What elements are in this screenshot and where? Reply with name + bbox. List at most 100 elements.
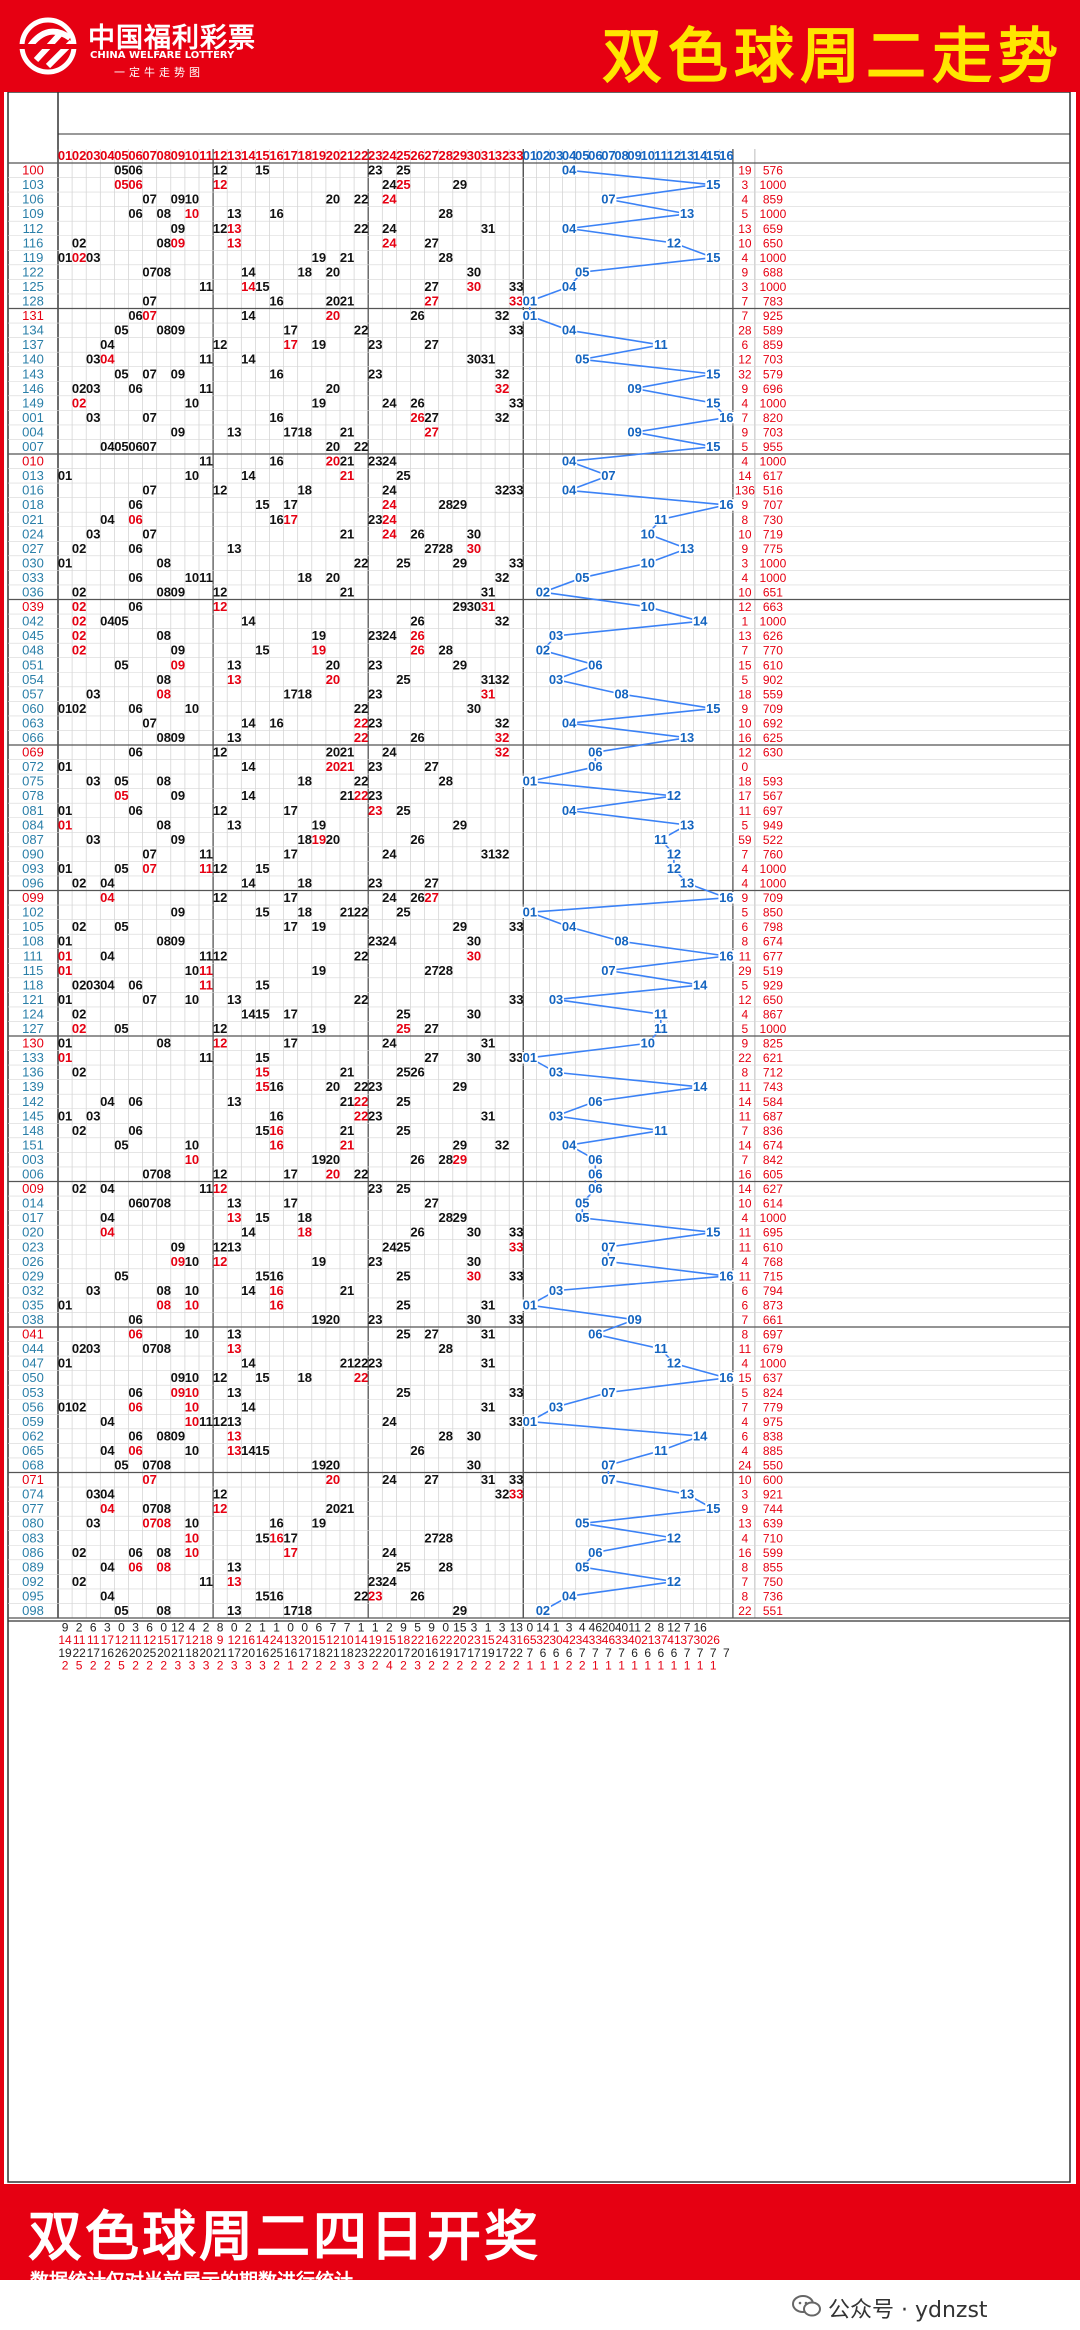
red-ball-number: 06	[128, 1385, 142, 1400]
stat-value-2: 516	[763, 484, 783, 498]
blue-ball-number: 04	[562, 279, 577, 294]
blue-ball-number: 01	[523, 1297, 537, 1312]
stat-value-2: 639	[763, 1517, 783, 1531]
blue-ball-label-bg	[639, 601, 656, 613]
stat-value-2: 630	[763, 746, 783, 760]
red-ball-number: 21	[340, 759, 354, 774]
red-ball-header: 30	[467, 148, 481, 163]
issue-number: 041	[22, 1327, 44, 1342]
blue-ball-label-bg	[587, 1183, 604, 1195]
red-ball-number: 11	[199, 1414, 213, 1429]
red-ball-number: 02	[72, 1065, 86, 1080]
stat-value-2: 730	[763, 513, 783, 527]
red-ball-number: 08	[157, 672, 171, 687]
summary-stat-value: 37	[680, 1633, 694, 1647]
blue-ball-number: 10	[641, 526, 655, 541]
red-ball-number: 01	[58, 1399, 72, 1414]
red-ball-number: 10	[185, 1297, 199, 1312]
red-ball-number: 12	[213, 1414, 227, 1429]
red-ball-number: 05	[114, 366, 128, 381]
stat-value-1: 9	[742, 702, 749, 716]
blue-ball-number: 04	[562, 1588, 577, 1603]
red-ball-number: 07	[142, 366, 156, 381]
blue-ball-number: 05	[575, 1516, 589, 1531]
red-ball-number: 33	[509, 1268, 523, 1283]
stat-value-2: 599	[763, 1546, 783, 1560]
red-ball-number: 08	[157, 1559, 171, 1574]
red-ball-header: 02	[72, 148, 86, 163]
red-ball-number: 32	[495, 308, 509, 323]
blue-ball-label-bg	[521, 906, 538, 919]
red-ball-number: 25	[396, 803, 410, 818]
blue-ball-number: 15	[706, 439, 720, 454]
summary-stat-value: 23	[354, 1646, 368, 1660]
stat-value-2: 768	[763, 1255, 783, 1269]
summary-stat-value: 20	[129, 1646, 143, 1660]
red-ball-number: 15	[255, 279, 269, 294]
red-ball-number: 08	[157, 1516, 171, 1531]
red-ball-number: 13	[227, 817, 241, 832]
blue-ball-number: 11	[654, 512, 668, 527]
red-ball-number: 15	[255, 1065, 269, 1080]
blue-ball-label-bg	[574, 1517, 591, 1530]
blue-ball-header: 05	[575, 148, 589, 163]
red-ball-number: 04	[100, 512, 115, 527]
red-ball-number: 05	[114, 163, 128, 178]
stat-value-2: 1000	[760, 615, 787, 629]
red-ball-header: 14	[241, 148, 256, 163]
summary-stat-value: 12	[228, 1633, 242, 1647]
red-ball-number: 22	[354, 788, 368, 803]
blue-ball-label-bg	[561, 164, 578, 177]
blue-ball-label-bg	[705, 368, 722, 380]
red-ball-number: 15	[255, 1588, 269, 1603]
red-ball-number: 22	[354, 192, 368, 207]
wechat-icon	[792, 2295, 821, 2317]
red-ball-number: 28	[439, 541, 453, 556]
blue-ball-number: 15	[706, 177, 720, 192]
red-ball-number: 33	[509, 1487, 523, 1502]
red-ball-number: 03	[86, 774, 100, 789]
red-ball-number: 10	[185, 395, 199, 410]
red-ball-number: 06	[128, 163, 142, 178]
blue-ball-number: 16	[719, 497, 733, 512]
red-ball-number: 24	[382, 745, 397, 760]
summary-stat-value: 22	[510, 1646, 524, 1660]
red-ball-number: 11	[199, 279, 213, 294]
issue-number: 083	[22, 1530, 44, 1545]
red-ball-number: 07	[142, 992, 156, 1007]
red-ball-number: 25	[396, 1123, 410, 1138]
summary-stat-value: 2	[644, 1621, 651, 1635]
stat-value-2: 1000	[760, 251, 787, 265]
blue-ball-label-bg	[639, 528, 656, 540]
summary-stat-value: 3	[471, 1621, 478, 1635]
blue-ball-label-bg	[705, 251, 722, 264]
summary-stat-value: 33	[615, 1633, 629, 1647]
red-ball-number: 18	[298, 774, 312, 789]
stat-value-2: 873	[763, 1298, 783, 1312]
red-ball-number: 33	[509, 395, 523, 410]
red-ball-number: 02	[72, 1574, 86, 1589]
red-ball-number: 33	[509, 483, 523, 498]
red-ball-number: 05	[114, 1458, 128, 1473]
red-ball-number: 06	[128, 1327, 142, 1342]
stat-value-2: 859	[763, 338, 783, 352]
issue-number: 105	[22, 919, 44, 934]
blue-ball-number: 08	[614, 686, 628, 701]
blue-ball-label-bg	[705, 179, 722, 191]
red-ball-number: 15	[255, 497, 269, 512]
issue-number: 084	[22, 817, 44, 832]
red-ball-header: 23	[368, 148, 382, 163]
red-ball-number: 20	[326, 264, 340, 279]
red-ball-number: 10	[185, 1254, 199, 1269]
blue-ball-number: 13	[680, 541, 694, 556]
blue-ball-label-bg	[600, 1474, 617, 1486]
summary-stat-value: 2	[301, 1658, 308, 1672]
blue-ball-number: 15	[706, 395, 720, 410]
blue-ball-label-bg	[665, 237, 682, 249]
summary-stat-value: 30	[549, 1633, 563, 1647]
blue-ball-number: 02	[536, 585, 550, 600]
red-ball-header: 08	[157, 148, 171, 163]
red-ball-number: 19	[312, 817, 326, 832]
blue-ball-label-bg	[561, 804, 578, 817]
red-ball-number: 01	[58, 817, 72, 832]
